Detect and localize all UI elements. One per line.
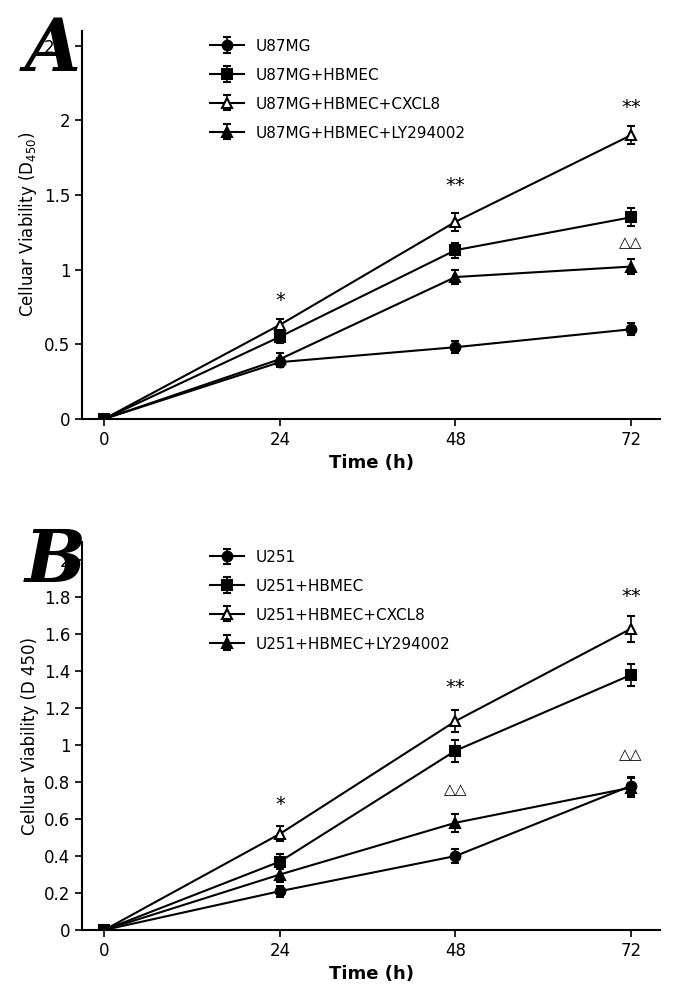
Legend: U87MG, U87MG+HBMEC, U87MG+HBMEC+CXCL8, U87MG+HBMEC+LY294002: U87MG, U87MG+HBMEC, U87MG+HBMEC+CXCL8, U… [206, 34, 471, 145]
Legend: U251, U251+HBMEC, U251+HBMEC+CXCL8, U251+HBMEC+LY294002: U251, U251+HBMEC, U251+HBMEC+CXCL8, U251… [206, 546, 455, 656]
Text: **: ** [621, 98, 641, 117]
Y-axis label: Celluar Viability (D$_{450}$): Celluar Viability (D$_{450}$) [17, 132, 39, 317]
Text: △△: △△ [619, 747, 643, 762]
Text: **: ** [445, 678, 465, 697]
Text: B: B [24, 526, 86, 597]
Text: *: * [275, 291, 285, 310]
Y-axis label: Celluar Viability (D 450): Celluar Viability (D 450) [20, 637, 39, 835]
X-axis label: Time (h): Time (h) [329, 454, 414, 472]
Text: **: ** [445, 176, 465, 195]
Text: **: ** [621, 587, 641, 606]
X-axis label: Time (h): Time (h) [329, 965, 414, 983]
Text: A: A [24, 15, 81, 86]
Text: △△: △△ [443, 782, 467, 797]
Text: *: * [275, 795, 285, 814]
Text: △△: △△ [619, 235, 643, 250]
